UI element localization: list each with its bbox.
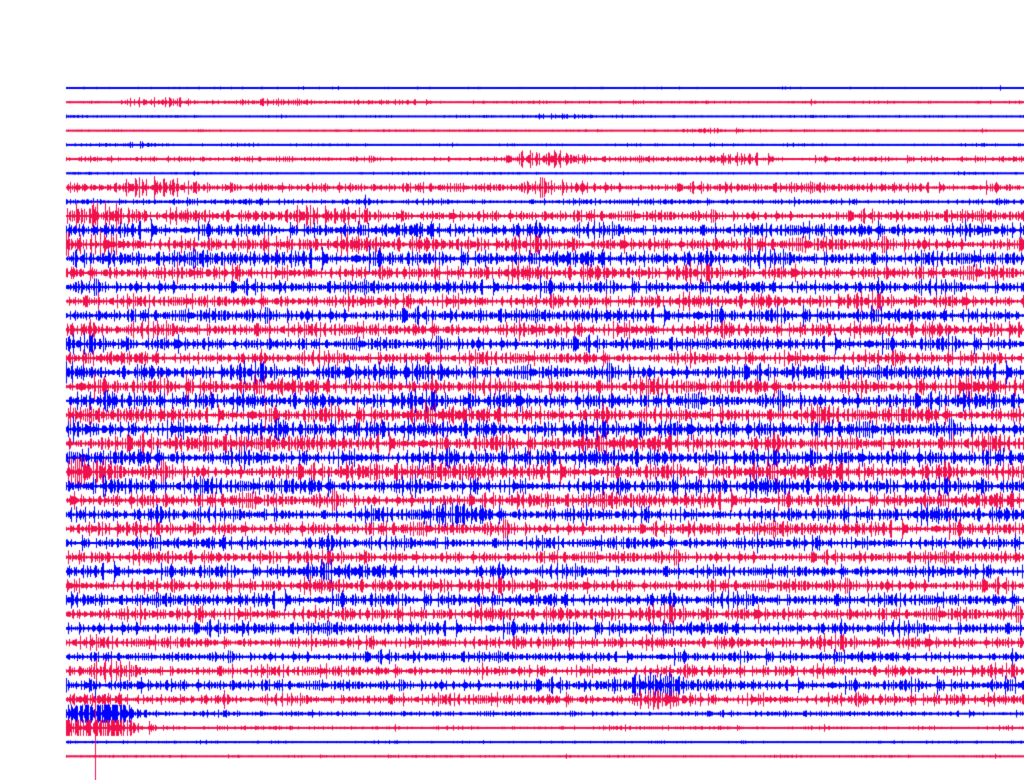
seismogram-page: HT Ratzakli, Kefalonia 2025-07-19 Applie… xyxy=(0,0,1024,780)
seismogram-trace-canvas xyxy=(0,0,1024,780)
